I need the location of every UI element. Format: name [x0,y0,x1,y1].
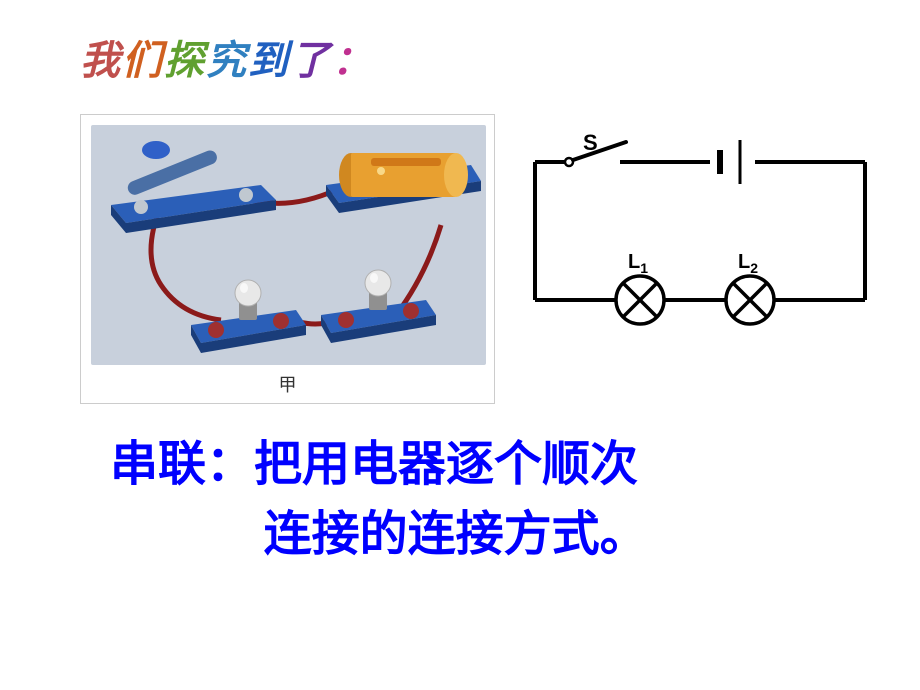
schematic-diagram: L1 L2 S [525,120,875,340]
physical-circuit-photo: 甲 [80,114,495,404]
title-char: 了 [290,28,332,86]
svg-text:L1: L1 [628,251,648,276]
physical-circuit-svg [81,115,496,405]
svg-text:L2: L2 [738,251,758,276]
svg-text:S: S [583,130,598,155]
definition-text: 串联：把用电器逐个顺次 连接的连接方式。 [110,430,860,569]
slide-title: 我们探究到了： [80,28,374,86]
definition-line2: 连接的连接方式。 [110,500,860,570]
title-char: ： [332,28,374,86]
slide: 我们探究到了： [0,0,920,690]
title-char: 们 [122,28,164,86]
definition-line1: 串联：把用电器逐个顺次 [110,430,860,500]
title-char: 到 [248,28,290,86]
title-char: 探 [164,28,206,86]
title-char: 我 [80,28,122,86]
photo-caption: 甲 [279,371,297,397]
title-char: 究 [206,28,248,86]
